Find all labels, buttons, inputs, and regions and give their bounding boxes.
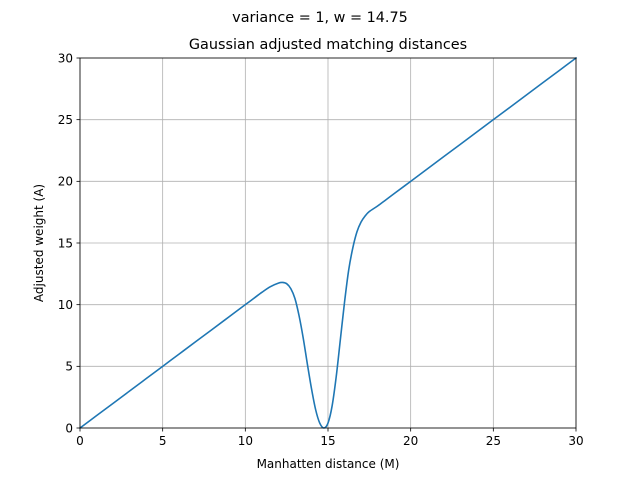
x-tick-label: 25	[486, 434, 501, 448]
x-tick-label: 15	[320, 434, 335, 448]
y-tick-label: 15	[58, 236, 73, 250]
chart-title: Gaussian adjusted matching distances	[189, 37, 467, 53]
x-tick-label: 0	[76, 434, 84, 448]
y-tick-label: 20	[58, 175, 73, 189]
x-axis-label: Manhatten distance (M)	[257, 457, 400, 471]
x-tick-label: 20	[403, 434, 418, 448]
figure-suptitle: variance = 1, w = 14.75	[232, 10, 408, 26]
x-tick-label: 10	[238, 434, 253, 448]
x-tick-label: 30	[568, 434, 583, 448]
y-axis-label: Adjusted weight (A)	[32, 184, 46, 302]
y-tick-label: 10	[58, 298, 73, 312]
y-tick-label: 5	[65, 360, 73, 374]
y-tick-label: 0	[65, 421, 73, 435]
y-tick-label: 30	[58, 51, 73, 65]
y-axis-ticks: 0 5 10 15 20 25 30	[58, 51, 80, 435]
y-tick-label: 25	[58, 113, 73, 127]
x-tick-label: 5	[159, 434, 167, 448]
x-axis-ticks: 0 5 10 15 20 25 30	[76, 428, 584, 448]
